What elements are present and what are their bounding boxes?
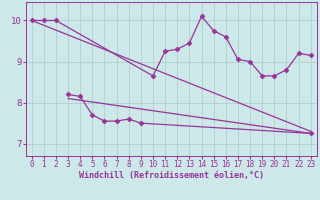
X-axis label: Windchill (Refroidissement éolien,°C): Windchill (Refroidissement éolien,°C) bbox=[79, 171, 264, 180]
